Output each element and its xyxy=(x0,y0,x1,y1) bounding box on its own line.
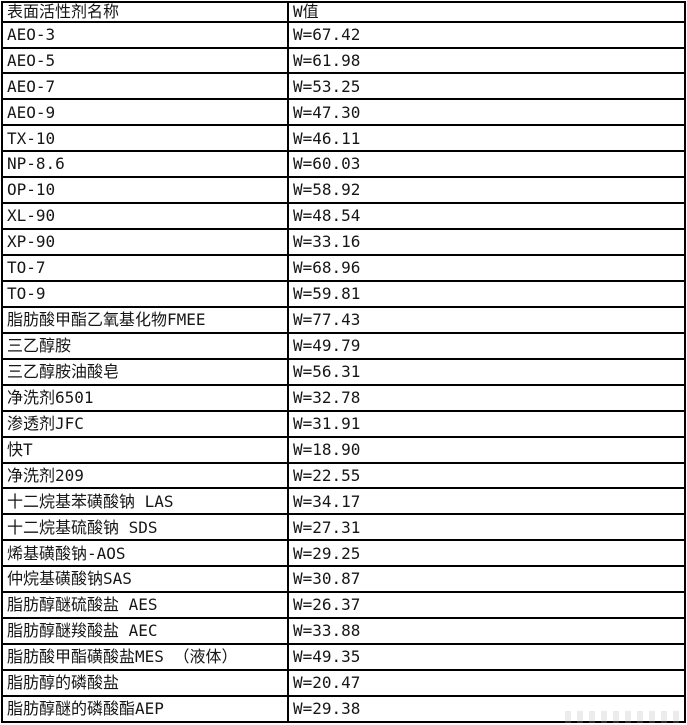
table-row: AEO-5 W=61.98 xyxy=(1,46,686,75)
table-row: XL-90 W=48.54 xyxy=(1,202,686,231)
w-value-cell: W=77.43 xyxy=(287,305,686,334)
w-value-cell: W=58.92 xyxy=(287,176,686,205)
table-row: 快T W=18.90 xyxy=(1,435,686,464)
w-value-cell: W=18.90 xyxy=(287,435,686,464)
surfactant-name-cell: XL-90 xyxy=(1,202,289,231)
w-value-cell: W=56.31 xyxy=(287,357,686,386)
surfactant-name-cell: 三乙醇胺 xyxy=(1,331,289,360)
table-row: 脂肪酸甲酯磺酸盐MES （液体） W=49.35 xyxy=(1,643,686,672)
surfactant-name-cell: 脂肪酸甲酯乙氧基化物FMEE xyxy=(1,305,289,334)
table-row: AEO-7 W=53.25 xyxy=(1,72,686,101)
table-row: OP-10 W=58.92 xyxy=(1,176,686,205)
w-value-cell: W=46.11 xyxy=(287,124,686,153)
table-row: 净洗剂209 W=22.55 xyxy=(1,461,686,490)
table-row: 三乙醇胺 W=49.79 xyxy=(1,331,686,360)
w-value-cell: W=22.55 xyxy=(287,461,686,490)
surfactant-name-cell: 净洗剂209 xyxy=(1,461,289,490)
w-value-cell: W=29.25 xyxy=(287,539,686,568)
surfactant-name-cell: 脂肪醇醚的磷酸酯AEP xyxy=(1,694,289,724)
table-row: TO-7 W=68.96 xyxy=(1,254,686,282)
w-value-cell: W=47.30 xyxy=(287,98,686,127)
table-row: 十二烷基硫酸钠 SDS W=27.31 xyxy=(1,513,686,542)
table-row: TX-10 W=46.11 xyxy=(1,124,686,153)
table-row: 净洗剂6501 W=32.78 xyxy=(1,383,686,412)
table-row: 脂肪醇的磷酸盐 W=20.47 xyxy=(1,669,686,697)
w-value-cell: W=27.31 xyxy=(287,513,686,542)
surfactant-name-cell: 脂肪酸甲酯磺酸盐MES （液体） xyxy=(1,643,289,672)
header-row: 表面活性剂名称 W值 xyxy=(1,1,686,23)
surfactant-name-cell: 仲烷基磺酸钠SAS xyxy=(1,565,289,594)
w-value-cell: W=29.38 xyxy=(287,694,686,724)
w-value-cell: W=61.98 xyxy=(287,46,686,75)
surfactant-name-header: 表面活性剂名称 xyxy=(1,1,289,23)
w-value-cell: W=33.88 xyxy=(287,617,686,646)
w-value-cell: W=26.37 xyxy=(287,591,686,620)
surfactant-name-cell: 十二烷基苯磺酸钠 LAS xyxy=(1,487,289,516)
w-value-cell: W=20.47 xyxy=(287,669,686,697)
table-row: AEO-9 W=47.30 xyxy=(1,98,686,127)
table-row: NP-8.6 W=60.03 xyxy=(1,150,686,179)
surfactant-name-cell: 净洗剂6501 xyxy=(1,383,289,412)
surfactant-name-cell: AEO-7 xyxy=(1,72,289,101)
table-row: 脂肪酸甲酯乙氧基化物FMEE W=77.43 xyxy=(1,305,686,334)
w-value-cell: W=60.03 xyxy=(287,150,686,179)
surfactant-name-cell: 三乙醇胺油酸皂 xyxy=(1,357,289,386)
table-row: 渗透剂JFC W=31.91 xyxy=(1,409,686,438)
surfactant-name-cell: NP-8.6 xyxy=(1,150,289,179)
table-row: 仲烷基磺酸钠SAS W=30.87 xyxy=(1,565,686,594)
w-value-cell: W=30.87 xyxy=(287,565,686,594)
w-value-cell: W=34.17 xyxy=(287,487,686,516)
w-value-cell: W=53.25 xyxy=(287,72,686,101)
table-row: 脂肪醇醚硫酸盐 AES W=26.37 xyxy=(1,591,686,620)
w-value-cell: W=59.81 xyxy=(287,279,686,308)
surfactant-name-cell: 快T xyxy=(1,435,289,464)
surfactant-name-cell: 脂肪醇的磷酸盐 xyxy=(1,669,289,697)
table-row: TO-9 W=59.81 xyxy=(1,279,686,308)
w-value-cell: W=33.16 xyxy=(287,228,686,257)
w-value-cell: W=49.35 xyxy=(287,643,686,672)
table-row: 十二烷基苯磺酸钠 LAS W=34.17 xyxy=(1,487,686,516)
w-value-cell: W=32.78 xyxy=(287,383,686,412)
w-value-cell: W=48.54 xyxy=(287,202,686,231)
surfactant-name-cell: AEO-3 xyxy=(1,20,289,49)
surfactant-name-cell: AEO-9 xyxy=(1,98,289,127)
table-row: XP-90 W=33.16 xyxy=(1,228,686,257)
surfactant-name-cell: 十二烷基硫酸钠 SDS xyxy=(1,513,289,542)
w-value-header: W值 xyxy=(287,1,686,23)
surfactant-name-cell: 脂肪醇醚硫酸盐 AES xyxy=(1,591,289,620)
w-value-cell: W=31.91 xyxy=(287,409,686,438)
surfactant-name-cell: TO-7 xyxy=(1,254,289,282)
surfactant-name-cell: 脂肪醇醚羧酸盐 AEC xyxy=(1,617,289,646)
table-row: 烯基磺酸钠-AOS W=29.25 xyxy=(1,539,686,568)
surfactant-name-cell: TX-10 xyxy=(1,124,289,153)
table-body: AEO-3 W=67.42 AEO-5 W=61.98 AEO-7 W=53.25 AEO-… xyxy=(1,20,686,724)
table-row: 三乙醇胺油酸皂 W=56.31 xyxy=(1,357,686,386)
surfactant-name-cell: 烯基磺酸钠-AOS xyxy=(1,539,289,568)
table-row: 脂肪醇醚羧酸盐 AEC W=33.88 xyxy=(1,617,686,646)
surfactant-name-cell: 渗透剂JFC xyxy=(1,409,289,438)
surfactant-name-cell: AEO-5 xyxy=(1,46,289,75)
w-value-cell: W=67.42 xyxy=(287,20,686,49)
table-row: 脂肪醇醚的磷酸酯AEP W=29.38 xyxy=(1,694,686,724)
surfactant-name-cell: TO-9 xyxy=(1,279,289,308)
w-value-cell: W=49.79 xyxy=(287,331,686,360)
surfactant-name-cell: XP-90 xyxy=(1,228,289,257)
surfactant-name-cell: OP-10 xyxy=(1,176,289,205)
w-value-cell: W=68.96 xyxy=(287,254,686,282)
table-row: AEO-3 W=67.42 xyxy=(1,20,686,49)
table-header: 表面活性剂名称 W值 xyxy=(1,1,686,23)
